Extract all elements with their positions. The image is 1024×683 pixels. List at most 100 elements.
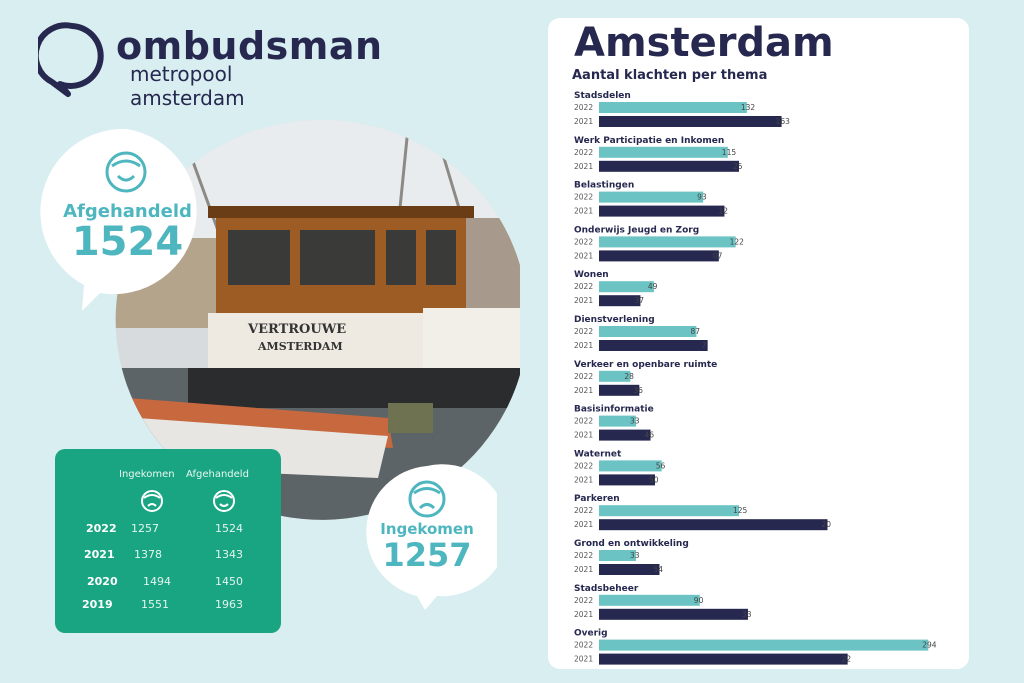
bar-value-label: 54 xyxy=(653,565,663,574)
series-year-label: 2022 xyxy=(574,327,593,336)
category-label: Waternet xyxy=(574,449,622,459)
category-label: Stadsdelen xyxy=(574,91,631,101)
bar-value-label: 33 xyxy=(630,551,640,560)
houseboat-photo: VERTROUWE AMSTERDAM xyxy=(115,119,520,568)
series-year-label: 2022 xyxy=(574,372,593,381)
bar-value-label: 163 xyxy=(776,117,791,126)
category-label: Stadsbeheer xyxy=(574,584,639,594)
sad-face-icon xyxy=(141,490,163,512)
smile-face-icon xyxy=(105,151,147,193)
sad-face-icon xyxy=(408,480,446,518)
table-row-year: 2022 xyxy=(86,522,117,535)
table-cell-ingekomen: 1551 xyxy=(141,598,169,611)
category-label: Verkeer en openbare ruimte xyxy=(574,360,717,370)
series-year-label: 2021 xyxy=(574,341,593,350)
bar-value-label: 87 xyxy=(690,327,700,336)
chart-panel: Amsterdam Aantal klachten per thema Stad… xyxy=(548,18,969,669)
stats-table: Ingekomen Afgehandeld 2022 1257 1524 202… xyxy=(55,449,281,633)
svg-text:VERTROUWE: VERTROUWE xyxy=(247,322,346,337)
table-row-year: 2020 xyxy=(87,575,118,588)
bar xyxy=(599,564,660,575)
category-label: Parkeren xyxy=(574,494,620,504)
bar xyxy=(599,191,704,203)
series-year-label: 2022 xyxy=(574,596,593,605)
bar xyxy=(599,236,736,248)
series-year-label: 2022 xyxy=(574,103,593,112)
table-cell-afgehandeld: 1963 xyxy=(215,598,243,611)
category-label: Dienstverlening xyxy=(574,315,655,325)
series-year-label: 2021 xyxy=(574,162,593,171)
series-year-label: 2021 xyxy=(574,655,593,664)
bar xyxy=(599,340,708,351)
bar-value-label: 37 xyxy=(634,296,644,305)
bar-value-label: 115 xyxy=(722,148,737,157)
series-year-label: 2021 xyxy=(574,386,593,395)
bar-value-label: 50 xyxy=(649,475,659,484)
header-ingekomen: Ingekomen xyxy=(119,469,175,480)
series-year-label: 2022 xyxy=(574,282,593,291)
bar xyxy=(599,281,654,293)
bar xyxy=(599,653,848,665)
bar xyxy=(599,205,725,217)
bar-value-label: 49 xyxy=(648,282,658,291)
bar xyxy=(599,460,662,472)
logo-subtitle: metropool amsterdam xyxy=(130,62,245,110)
series-year-label: 2022 xyxy=(574,193,593,202)
series-year-label: 2022 xyxy=(574,148,593,157)
category-label: Belastingen xyxy=(574,181,634,191)
bar-value-label: 56 xyxy=(656,461,666,470)
bar xyxy=(599,608,748,620)
table-row-year: 2021 xyxy=(84,548,115,561)
bar-value-label: 33 xyxy=(630,417,640,426)
bar-value-label: 294 xyxy=(922,641,937,650)
series-year-label: 2021 xyxy=(574,207,593,216)
ingekomen-value: 1257 xyxy=(382,536,472,574)
bar xyxy=(599,160,739,172)
bar-value-label: 20 xyxy=(821,520,831,529)
afgehandeld-bubble: Afgehandeld 1524 xyxy=(40,125,215,315)
bar-value-label: 33 xyxy=(742,610,752,619)
category-label: Overig xyxy=(574,629,608,639)
bar xyxy=(599,639,929,651)
bar xyxy=(599,429,651,441)
bar xyxy=(599,519,828,531)
series-year-label: 2022 xyxy=(574,461,593,470)
series-year-label: 2021 xyxy=(574,296,593,305)
category-label: Werk Participatie en Inkomen xyxy=(574,136,724,146)
afgehandeld-value: 1524 xyxy=(71,219,184,265)
bar-value-label: 46 xyxy=(645,431,655,440)
series-year-label: 2021 xyxy=(574,520,593,529)
bar xyxy=(599,295,641,307)
bar-value-label: 93 xyxy=(697,193,707,202)
series-year-label: 2022 xyxy=(574,417,593,426)
bar xyxy=(599,474,655,486)
bar xyxy=(599,370,631,382)
bar xyxy=(599,505,739,517)
bar xyxy=(599,146,728,158)
series-year-label: 2021 xyxy=(574,251,593,260)
chart-title: Amsterdam xyxy=(574,20,834,66)
series-year-label: 2021 xyxy=(574,117,593,126)
afgehandeld-label: Afgehandeld xyxy=(63,201,192,222)
bar xyxy=(599,384,640,396)
bar-value-label: 28 xyxy=(624,372,634,381)
category-label: Basisinformatie xyxy=(574,405,654,415)
series-year-label: 2022 xyxy=(574,551,593,560)
series-year-label: 2021 xyxy=(574,431,593,440)
bar-value-label: 22 xyxy=(842,655,852,664)
table-cell-afgehandeld: 1343 xyxy=(215,548,243,561)
ingekomen-bubble: Ingekomen 1257 xyxy=(357,462,497,612)
category-label: Wonen xyxy=(574,270,609,280)
bar xyxy=(599,326,697,337)
series-year-label: 2022 xyxy=(574,506,593,515)
table-cell-afgehandeld: 1524 xyxy=(215,522,243,535)
table-cell-ingekomen: 1378 xyxy=(134,548,162,561)
category-label: Onderwijs Jeugd en Zorg xyxy=(574,225,699,235)
bar-value-label: 07 xyxy=(713,251,723,260)
bar-value-label: 12 xyxy=(718,207,728,216)
svg-text:AMSTERDAM: AMSTERDAM xyxy=(257,340,343,353)
series-year-label: 2021 xyxy=(574,610,593,619)
bar-value-label: 122 xyxy=(730,237,745,246)
table-cell-ingekomen: 1257 xyxy=(131,522,159,535)
